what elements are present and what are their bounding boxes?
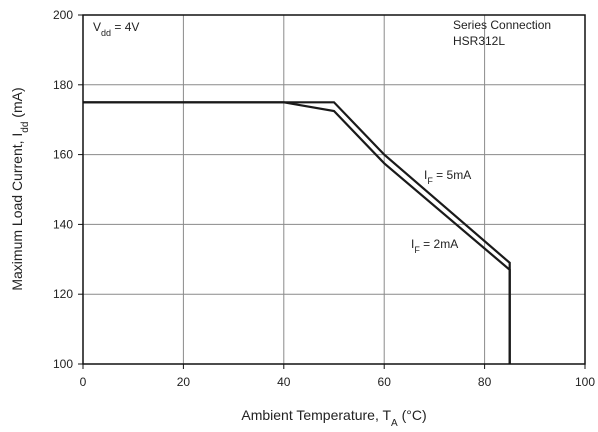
x-tick-label: 80 [478,375,492,389]
grid-lines [83,15,585,364]
series-label-if-5ma: IF = 5mA [424,168,471,186]
x-tick-label: 40 [277,375,291,389]
y-tick-label: 120 [53,287,73,301]
y-tick-label: 200 [53,8,73,22]
x-tick-label: 0 [80,375,87,389]
x-tick-label: 100 [575,375,595,389]
series-label-if-2ma: IF = 2mA [411,237,458,255]
y-tick-label: 100 [53,357,73,371]
connection-annotation-line1: Series Connection [453,18,551,32]
vdd-annotation: Vdd = 4V [93,20,139,38]
connection-annotation-line2: HSR312L [453,34,505,48]
y-tick-label: 160 [53,148,73,162]
y-tick-label: 140 [53,217,73,231]
y-axis-title: Maximum Load Current, Idd (mA) [9,87,31,290]
series-line-if-5ma [83,101,511,364]
x-tick-label: 20 [177,375,191,389]
x-tick-label: 60 [378,375,392,389]
series-line-if-2ma [83,101,511,364]
plot-frame [82,14,586,365]
x-axis-title: Ambient Temperature, TA (°C) [241,407,426,429]
series-layer [83,101,511,364]
axis-ticks: 0 20 40 60 80 100 100 120 140 160 180 200 [53,8,595,389]
y-tick-label: 180 [53,78,73,92]
